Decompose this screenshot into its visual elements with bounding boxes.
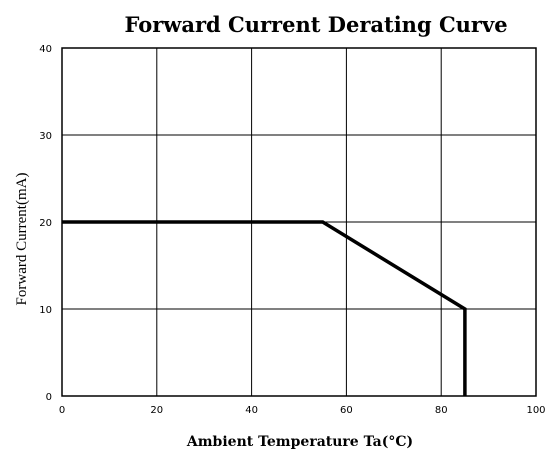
y-tick-label-0: 0 bbox=[46, 392, 52, 403]
y-tick-label-20: 20 bbox=[39, 218, 52, 229]
x-tick-labels: 0 20 40 60 80 100 bbox=[59, 405, 546, 416]
y-tick-label-30: 30 bbox=[39, 131, 52, 142]
y-tick-labels: 0 10 20 30 40 bbox=[39, 44, 52, 403]
chart-title: Forward Current Derating Curve bbox=[124, 12, 507, 37]
y-tick-label-10: 10 bbox=[39, 305, 52, 316]
x-tick-label-20: 20 bbox=[150, 405, 163, 416]
series-layer bbox=[62, 220, 467, 396]
x-tick-label-80: 80 bbox=[435, 405, 448, 416]
series-line-0 bbox=[62, 220, 467, 396]
y-tick-label-40: 40 bbox=[39, 44, 52, 55]
x-axis-label: Ambient Temperature Ta(°C) bbox=[186, 434, 413, 450]
x-tick-label-0: 0 bbox=[59, 405, 65, 416]
y-axis-label: Forward Current(mA) bbox=[14, 173, 30, 306]
x-tick-label-100: 100 bbox=[526, 405, 545, 416]
x-tick-label-60: 60 bbox=[340, 405, 353, 416]
x-tick-label-40: 40 bbox=[245, 405, 258, 416]
